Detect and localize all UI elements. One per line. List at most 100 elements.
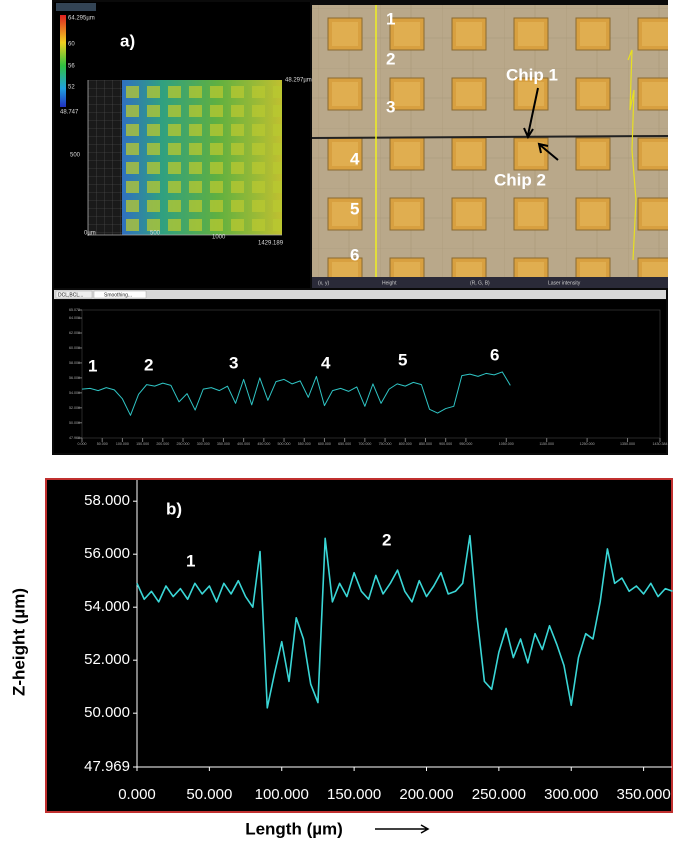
- x-tick-label: 1050.000: [499, 442, 514, 446]
- x-tick-label: 200.000: [156, 442, 169, 446]
- x-tick-label: 450.000: [257, 442, 270, 446]
- arrow: [537, 142, 559, 161]
- x-tick-label: 300.000: [544, 786, 598, 803]
- microscope-image: [312, 5, 668, 277]
- y-tick-label: 52.000: [69, 406, 80, 410]
- x-tick-label: 350.000: [217, 442, 230, 446]
- annotation: 2: [382, 530, 391, 549]
- x-tick-label: 600.000: [318, 442, 331, 446]
- x-tick-label: 50.000: [186, 786, 232, 803]
- profile-label: 5: [398, 350, 407, 369]
- intensity-trace: [627, 49, 637, 261]
- profile-label: 1: [88, 356, 97, 375]
- arrow: [523, 87, 539, 140]
- y-tick-label: 56.000: [84, 545, 130, 562]
- x-axis-title: Length (µm): [245, 819, 343, 838]
- chip-label: Chip 1: [506, 65, 558, 84]
- image-number: 1: [386, 9, 395, 28]
- annotation: 1: [186, 551, 195, 570]
- image-number: 4: [350, 149, 360, 168]
- profile-view: [54, 300, 666, 453]
- colorbar-label: 60: [68, 42, 75, 48]
- map-axis-label: 1000: [212, 235, 226, 241]
- profile-frame: [81, 309, 661, 439]
- height-map-edge: [88, 80, 122, 235]
- x-tick-label: 150.000: [327, 786, 381, 803]
- x-tick-label: 200.000: [399, 786, 453, 803]
- x-tick-label: 750.000: [379, 442, 392, 446]
- height-map-pads: [122, 80, 282, 235]
- arrow: [375, 824, 430, 834]
- map-axis-label: 500: [150, 231, 161, 237]
- x-tick-label: 100.000: [116, 442, 129, 446]
- colorbar-label: 52: [68, 85, 75, 91]
- x-tick-label: 400.000: [237, 442, 250, 446]
- image-number: 3: [386, 97, 395, 116]
- y-tick-label: 62.000: [69, 331, 80, 335]
- profile-label: 6: [490, 345, 499, 364]
- x-tick-label: 700.000: [358, 442, 371, 446]
- x-tick-label: 150.000: [136, 442, 149, 446]
- colorbar-label: 56: [68, 64, 75, 70]
- tab[interactable]: [93, 290, 147, 299]
- panel-label: a): [120, 31, 135, 50]
- map-axis-label: 0µm: [84, 231, 96, 237]
- map-axis-label: 48.297µm: [285, 78, 312, 84]
- colorbar-label: 64.295µm: [68, 16, 95, 22]
- x-tick-label: 0.000: [78, 442, 87, 446]
- x-tick-label: 350.000: [616, 786, 670, 803]
- toolbar-label: Laser intensity: [548, 280, 581, 286]
- y-tick-label: 47.969: [84, 758, 130, 775]
- image-number: 5: [350, 199, 359, 218]
- profile-tabs: [54, 290, 666, 299]
- chip-boundary: [311, 135, 669, 139]
- y-tick-label: 54.000: [84, 598, 130, 615]
- height-map-axes: [87, 80, 282, 236]
- view-tab: [56, 3, 96, 11]
- toolbar-label: (R, G, B): [470, 280, 490, 286]
- y-axis-title: Z-height (µm): [9, 588, 28, 696]
- map-axis-label: 1429.189: [258, 241, 284, 247]
- tab-label: DCL,BCL...: [58, 292, 83, 298]
- toolbar-label: Height: [382, 280, 397, 286]
- panel-label: b): [166, 499, 182, 518]
- profile-line: [81, 371, 511, 416]
- x-tick-label: 250.000: [472, 786, 526, 803]
- profile-label: 4: [321, 353, 331, 372]
- y-tick-label: 65.072: [69, 308, 80, 312]
- y-tick-label: 50.000: [84, 704, 130, 721]
- colorbar-label: 48.747: [60, 110, 79, 116]
- y-tick-label: 64.000: [69, 316, 80, 320]
- y-tick-label: 54.000: [69, 391, 80, 395]
- profile-label: 2: [144, 355, 153, 374]
- panel-b-frame: [45, 478, 673, 813]
- x-tick-label: 300.000: [197, 442, 210, 446]
- profile-label: 3: [229, 353, 238, 372]
- x-tick-label: 850.000: [419, 442, 432, 446]
- image-toolbar: [312, 277, 668, 288]
- x-tick-label: 950.000: [459, 442, 472, 446]
- colorbar: [60, 15, 66, 107]
- x-tick-label: 1150.000: [539, 442, 554, 446]
- y-tick-label: 50.000: [69, 421, 80, 425]
- x-tick-label: 500.000: [278, 442, 291, 446]
- toolbar-label: (x, y): [318, 280, 329, 286]
- x-tick-label: 1250.000: [580, 442, 595, 446]
- y-tick-label: 58.000: [84, 492, 130, 509]
- x-tick-label: 50.000: [97, 442, 108, 446]
- y-tick-label: 58.000: [69, 361, 80, 365]
- y-tick-label: 52.000: [84, 651, 130, 668]
- tab[interactable]: [55, 290, 93, 299]
- map-axis-label: 500: [70, 153, 81, 159]
- tab-label: Smoothing...: [104, 292, 132, 298]
- y-tick-label: 47.969: [69, 436, 80, 440]
- x-tick-label: 800.000: [399, 442, 412, 446]
- y-tick-label: 60.000: [69, 346, 80, 350]
- x-tick-label: 1430.384: [653, 442, 668, 446]
- x-tick-label: 0.000: [118, 786, 156, 803]
- y-tick-label: 56.000: [69, 376, 80, 380]
- image-number: 6: [350, 245, 359, 264]
- x-tick-label: 250.000: [177, 442, 190, 446]
